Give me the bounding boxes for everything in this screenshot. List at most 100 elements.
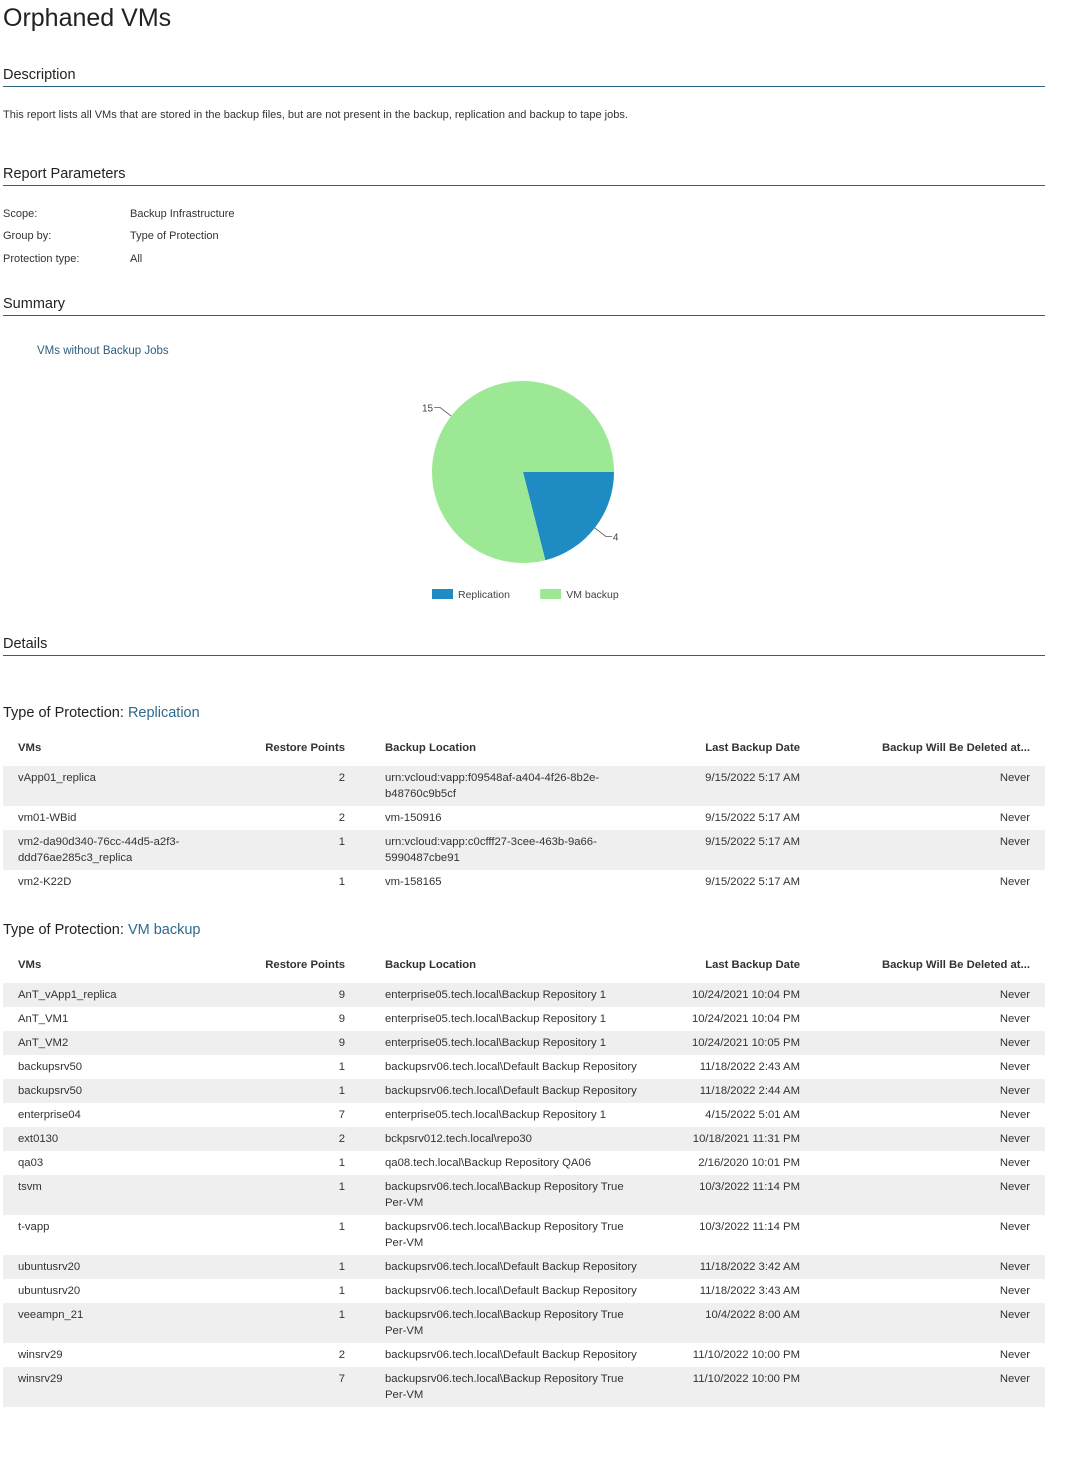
legend-label[interactable]: Replication xyxy=(458,589,510,601)
cell-col-vms: backupsrv50 xyxy=(3,1079,265,1103)
cell-col-vms: ubuntusrv20 xyxy=(3,1255,265,1279)
header-col-restore-points[interactable]: Restore Points xyxy=(265,959,345,971)
table-row: veeampn_21 1 backupsrv06.tech.local\Backup… xyxy=(3,1303,1045,1343)
cell-col-deleted-at: Never xyxy=(999,1157,1030,1169)
cell-col-last-backup-date: 11/18/2022 3:42 AM xyxy=(640,1255,840,1279)
section-title: Summary xyxy=(3,296,66,312)
header-col-vms[interactable]: VMs xyxy=(18,742,42,754)
cell-col-vms: tsvm xyxy=(3,1175,265,1215)
table-row: ubuntusrv20 1 backupsrv06.tech.local\Defau… xyxy=(3,1279,1045,1303)
header-col-deleted-at[interactable]: Backup Will Be Deleted at... xyxy=(881,742,1030,754)
cell-col-restore-points: 1 xyxy=(338,1061,345,1073)
cell-col-restore-points: 1 xyxy=(338,876,345,888)
cell-col-deleted-at: Never xyxy=(840,1079,1045,1103)
cell-col-deleted-at: Never xyxy=(840,1367,1045,1407)
section-title: Report Parameters xyxy=(3,166,126,182)
legend-label[interactable]: VM backup xyxy=(566,589,619,601)
table-row: tsvm 1 backupsrv06.tech.local\Backup Repos… xyxy=(3,1175,1045,1215)
cell-col-last-backup-date: 4/15/2022 5:01 AM xyxy=(705,1109,800,1121)
cell-col-restore-points: 9 xyxy=(338,1013,345,1025)
pie-slice-replication[interactable] xyxy=(523,472,614,561)
pie-chart: 4 15 Replication VM backup xyxy=(422,381,619,601)
cell-col-last-backup-date: 10/24/2021 10:05 PM xyxy=(640,1031,840,1055)
cell-col-vms: AnT_VM2 xyxy=(3,1031,265,1055)
table-row: enterprise04 7 enterprise05.tech.local\Bac… xyxy=(3,1103,1045,1127)
section-header-parameters: Report Parameters xyxy=(3,165,1045,186)
pie-slice-vm-backup[interactable] xyxy=(432,381,614,563)
cell-col-backup-location: backupsrv06.tech.local\Backup Repository… xyxy=(385,1367,640,1407)
table-row: ext0130 2 bckpsrv012.tech.local\repo30 10/1… xyxy=(3,1127,1045,1151)
cell-col-backup-location: enterprise05.tech.local\Backup Repositor… xyxy=(385,983,640,1007)
cell-col-vms: winsrv29 xyxy=(3,1367,265,1407)
cell-col-restore-points: 1 xyxy=(265,830,385,870)
cell-col-restore-points: 2 xyxy=(265,766,385,806)
cell-col-deleted-at: Never xyxy=(999,1285,1030,1297)
cell-col-deleted-at: Never xyxy=(999,1221,1030,1233)
cell-col-backup-location: enterprise05.tech.local\Backup Repositor… xyxy=(385,1031,640,1055)
cell-col-backup-location: vm-158165 xyxy=(385,876,442,888)
header-col-deleted-at[interactable]: Backup Will Be Deleted at... xyxy=(881,959,1030,971)
cell-col-last-backup-date: 10/24/2021 10:04 PM xyxy=(691,1013,800,1025)
header-col-backup-location[interactable]: Backup Location xyxy=(385,742,477,754)
cell-col-backup-location: backupsrv06.tech.local\Backup Repository… xyxy=(385,1221,624,1249)
header-col-last-backup-date[interactable]: Last Backup Date xyxy=(705,742,800,754)
group-label: Type of Protection: xyxy=(3,922,128,938)
section-header-description: Description xyxy=(3,66,1045,87)
table-row: vm2-K22D 1 vm-158165 9/15/2022 5:17 AM Never xyxy=(3,870,1045,894)
cell-col-last-backup-date: 11/18/2022 2:44 AM xyxy=(640,1079,840,1103)
replication-table: VMs Restore Points Backup Location Last Bac… xyxy=(3,730,1045,894)
cell-col-restore-points: 7 xyxy=(265,1367,385,1407)
cell-col-vms: AnT_VM1 xyxy=(18,1013,69,1025)
pie-value-label: 15 xyxy=(422,404,434,415)
cell-col-vms: vApp01_replica xyxy=(3,766,265,806)
header-col-vms[interactable]: VMs xyxy=(18,959,42,971)
cell-col-deleted-at: Never xyxy=(840,1031,1045,1055)
pie-leader-line xyxy=(594,527,612,537)
cell-col-last-backup-date: 10/3/2022 11:14 PM xyxy=(699,1221,800,1233)
table-row: vApp01_replica 2 urn:vcloud:vapp:f09548af-… xyxy=(3,766,1045,806)
cell-col-last-backup-date: 10/24/2021 10:04 PM xyxy=(640,983,840,1007)
table-header-row: VMs Restore Points Backup Location Last Bac… xyxy=(3,947,1045,983)
header-col-last-backup-date[interactable]: Last Backup Date xyxy=(705,959,800,971)
cell-col-deleted-at: Never xyxy=(999,1013,1030,1025)
cell-col-restore-points: 1 xyxy=(265,1303,385,1343)
cell-col-restore-points: 2 xyxy=(338,1349,345,1361)
cell-col-backup-location: backupsrv06.tech.local\Default Backup Re… xyxy=(385,1255,640,1279)
group-value: VM backup xyxy=(127,922,201,938)
cell-col-backup-location: enterprise05.tech.local\Backup Repositor… xyxy=(385,1109,607,1121)
cell-col-vms: vm2-K22D xyxy=(18,876,72,888)
cell-col-backup-location: backupsrv06.tech.local\Backup Repository… xyxy=(385,1303,640,1343)
cell-col-restore-points: 1 xyxy=(338,1221,345,1233)
cell-col-deleted-at: Never xyxy=(840,766,1045,806)
cell-col-restore-points: 9 xyxy=(265,983,385,1007)
cell-col-last-backup-date: 10/4/2022 8:00 AM xyxy=(640,1303,840,1343)
chart-title: VMs without Backup Jobs xyxy=(37,345,169,357)
section-title: Description xyxy=(3,67,76,83)
cell-col-last-backup-date: 10/18/2021 11:31 PM xyxy=(640,1127,840,1151)
page-title: Orphaned VMs xyxy=(3,4,172,32)
cell-col-deleted-at: Never xyxy=(999,1349,1030,1361)
param-value: Type of Protection xyxy=(130,230,219,242)
header-col-backup-location[interactable]: Backup Location xyxy=(385,959,477,971)
table-row: backupsrv50 1 backupsrv06.tech.local\Defau… xyxy=(3,1055,1045,1079)
pie-value-label: 4 xyxy=(613,532,619,543)
legend-swatch xyxy=(432,589,453,599)
vm-backup-table: VMs Restore Points Backup Location Last Bac… xyxy=(3,947,1045,1407)
cell-col-deleted-at: Never xyxy=(999,876,1030,888)
cell-col-restore-points: 9 xyxy=(265,1031,385,1055)
group-header-vm-backup: Type of Protection: VM backup xyxy=(3,922,200,938)
table-row: t-vapp 1 backupsrv06.tech.local\Backup Rep… xyxy=(3,1215,1045,1255)
table-row: winsrv29 2 backupsrv06.tech.local\Default … xyxy=(3,1343,1045,1367)
cell-col-last-backup-date: 10/3/2022 11:14 PM xyxy=(640,1175,840,1215)
cell-col-restore-points: 1 xyxy=(265,1079,385,1103)
cell-col-restore-points: 1 xyxy=(265,1255,385,1279)
table-row: qa03 1 qa08.tech.local\Backup Repository Q… xyxy=(3,1151,1045,1175)
cell-col-last-backup-date: 11/18/2022 2:43 AM xyxy=(699,1061,800,1073)
header-col-restore-points[interactable]: Restore Points xyxy=(265,742,345,754)
cell-col-restore-points: 1 xyxy=(338,1285,345,1297)
cell-col-backup-location: qa08.tech.local\Backup Repository QA06 xyxy=(385,1157,591,1169)
section-header-details: Details xyxy=(3,635,1045,656)
param-value: All xyxy=(130,253,143,265)
cell-col-deleted-at: Never xyxy=(999,1109,1030,1121)
section-header-summary: Summary xyxy=(3,295,1045,316)
